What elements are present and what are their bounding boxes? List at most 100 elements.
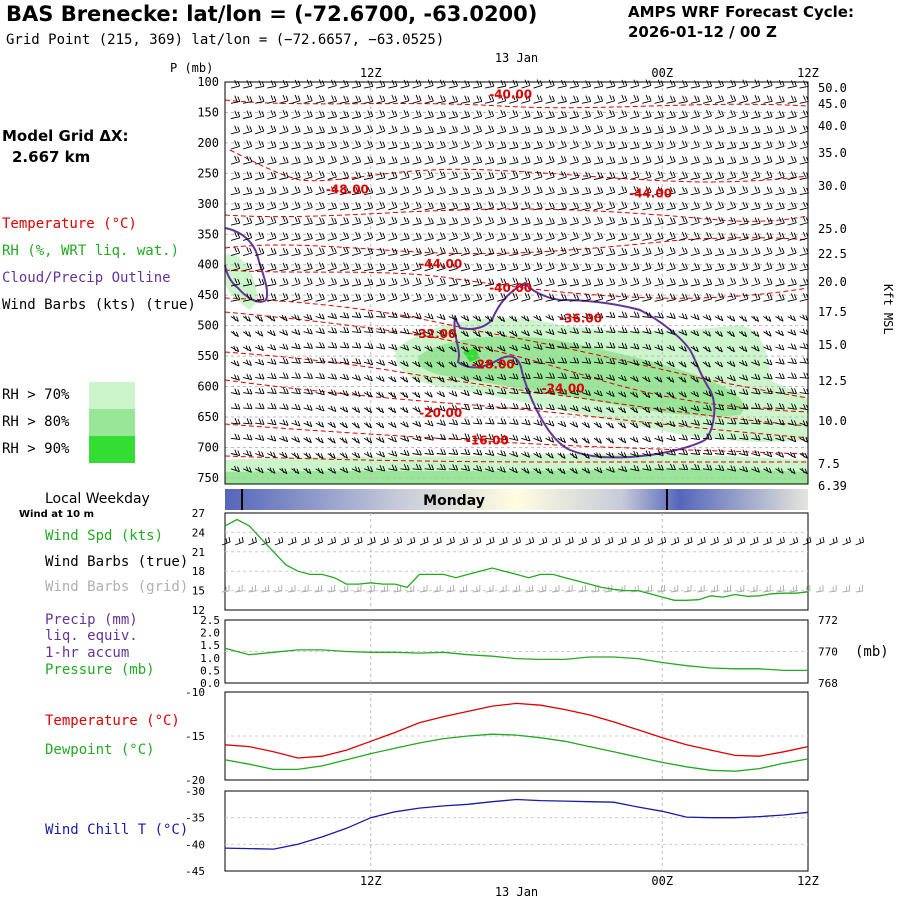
wind-barb <box>230 217 241 226</box>
wind-barb <box>787 140 797 150</box>
time-tick-label: 12Z <box>360 66 382 80</box>
wind-barb <box>593 422 602 429</box>
surface-wind-barb <box>670 536 680 546</box>
wind-barb <box>521 94 531 104</box>
wind-barb <box>521 387 531 394</box>
wind-barb <box>618 262 628 272</box>
wind-barb <box>327 293 338 302</box>
wind-barb <box>497 141 507 150</box>
wind-barb <box>351 390 361 398</box>
wind-barb <box>606 156 616 165</box>
wind-barb <box>496 330 506 337</box>
pressure-tick-label: 750 <box>197 471 219 485</box>
cloud-outline <box>453 281 716 459</box>
grid-wind-barb <box>340 585 349 593</box>
wind-barb <box>315 452 324 459</box>
wind-barb <box>230 388 241 395</box>
wind-barb <box>267 263 277 272</box>
wind-barb <box>448 79 458 89</box>
wind-barb <box>726 216 737 226</box>
wind-barb <box>242 155 253 165</box>
wind-barb <box>726 360 736 367</box>
wind-barb <box>472 231 483 241</box>
temperature-label: -20.00 <box>419 406 462 420</box>
wind-barb <box>424 79 434 89</box>
windchill-tick-label: -30 <box>185 785 205 798</box>
wind-barb <box>739 217 749 226</box>
wind-barb <box>751 293 761 302</box>
wind-barb <box>412 170 422 180</box>
wind-barb <box>642 110 652 119</box>
wind-barb <box>339 293 350 302</box>
wind-barb <box>339 357 350 365</box>
wind-barb <box>497 433 507 441</box>
wind-barb <box>605 277 616 287</box>
wind-barb <box>727 156 737 165</box>
wind-barb <box>714 94 725 104</box>
wind-barb <box>424 232 434 241</box>
wind-barb <box>581 95 592 104</box>
wind-barb <box>363 391 373 398</box>
wind-barb <box>351 422 360 429</box>
wind-barb <box>339 246 349 257</box>
wind-barb <box>605 109 616 119</box>
wind-barb <box>497 359 507 366</box>
wind-barb <box>606 262 616 272</box>
wind-barb <box>617 406 627 414</box>
wind-barb <box>484 360 494 367</box>
wind-barb <box>509 262 519 272</box>
wind-barb <box>424 170 434 180</box>
wind-barb <box>678 376 687 383</box>
wind-barb <box>388 80 398 89</box>
wind-barb <box>315 277 325 287</box>
wind-barb <box>569 95 580 104</box>
wind-barb <box>243 186 253 196</box>
wind-barb <box>726 374 736 382</box>
wind-barb <box>739 360 748 367</box>
wind-barb <box>327 421 336 429</box>
pressure-legend: Pressure (mb) <box>45 662 155 678</box>
wind-barb <box>243 202 253 211</box>
wind-barb <box>521 435 531 442</box>
wind-barb <box>303 342 313 349</box>
wind-barb <box>617 422 627 429</box>
pressure-tick-label: 300 <box>197 197 219 211</box>
wind-barb <box>376 231 386 241</box>
grid-wind-barb <box>763 585 771 593</box>
wind-barb <box>557 155 567 165</box>
wind-barb <box>303 170 313 180</box>
wind-barb <box>702 247 713 257</box>
wind-barb <box>424 126 434 135</box>
wind-barb <box>726 345 736 353</box>
wind-barb <box>678 278 688 287</box>
height-tick-label: 25.0 <box>818 222 847 236</box>
windchill-tick-label: -45 <box>185 865 205 878</box>
wind-barb <box>654 406 663 413</box>
wind-barb <box>775 435 785 442</box>
wind-barb <box>521 232 531 241</box>
wind-barb <box>267 125 277 135</box>
wind-barb <box>255 140 265 150</box>
wind-barb <box>412 217 422 226</box>
wind-barb <box>267 95 277 104</box>
wind-barb <box>618 79 628 89</box>
wind-barb <box>666 391 675 398</box>
wind-barb <box>678 463 689 471</box>
wind-barb <box>291 216 301 226</box>
wind-barb <box>763 247 773 257</box>
wind-barb <box>763 202 773 211</box>
wind-barb <box>267 216 277 226</box>
temperature-contour <box>224 297 809 399</box>
wind-barb <box>775 262 785 272</box>
wind-barb <box>666 171 676 180</box>
wind-barb <box>291 277 301 287</box>
wind-barb <box>654 232 664 241</box>
wind-barb <box>315 467 324 475</box>
wind-barb <box>581 437 590 444</box>
wind-barb <box>327 437 336 444</box>
wind-barb <box>424 262 434 272</box>
wind-barb <box>436 110 446 119</box>
wind-barb <box>799 387 810 395</box>
wind-barb <box>763 95 773 104</box>
wind-barb <box>545 387 555 395</box>
